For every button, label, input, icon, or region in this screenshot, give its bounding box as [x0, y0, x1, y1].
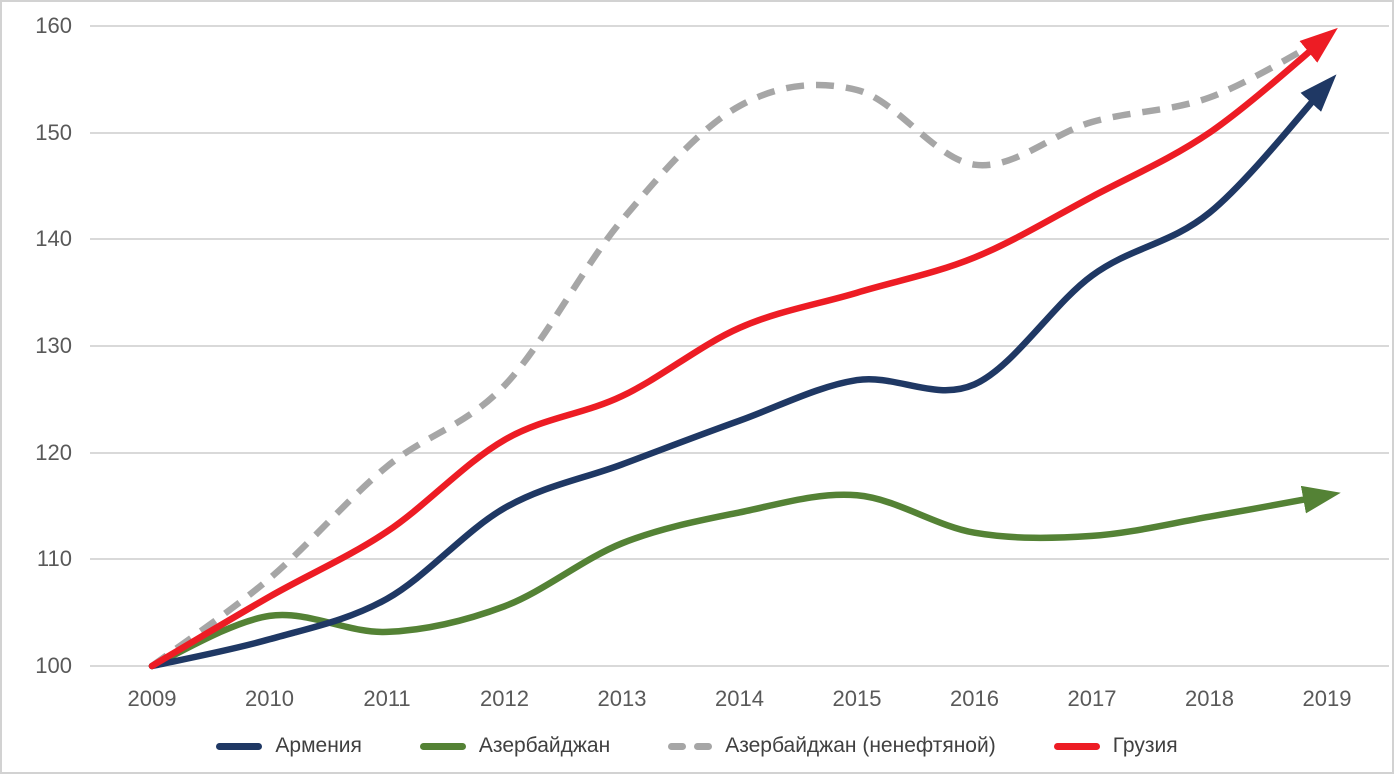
y-tick-label: 130: [35, 333, 72, 358]
legend-label-georgia: Грузия: [1112, 734, 1178, 757]
x-tick-label: 2010: [245, 686, 294, 711]
legend-item-georgia: Грузия: [1053, 733, 1178, 759]
legend-item-azerbaijan: Азербайджан: [419, 733, 611, 759]
legend-dash-segment: [668, 742, 687, 750]
y-tick-label: 120: [35, 439, 72, 465]
gridline-160: [90, 25, 1389, 27]
gridline-140: [90, 238, 1389, 241]
x-tick-label: 2013: [597, 686, 647, 711]
legend-swatch-azerbaijan: [419, 742, 466, 750]
y-tick-label: 100: [35, 653, 72, 678]
x-tick-label: 2019: [1302, 686, 1352, 711]
series-line-azerbaijan-non-oil: [150, 33, 1329, 669]
series-line-georgia: [148, 27, 1338, 670]
gridline-100: [90, 665, 1389, 667]
legend-swatch-georgia: [1053, 742, 1100, 750]
gridline-120: [90, 451, 1389, 454]
x-tick-label: 2009: [127, 686, 177, 711]
legend-item-azerbaijan-non-oil: Азербайджан (ненефтяной): [668, 733, 996, 759]
y-tick-label: 150: [35, 119, 72, 145]
gridline-150: [90, 131, 1389, 134]
x-tick-label: 2012: [480, 686, 529, 711]
gridline-130: [90, 345, 1389, 347]
legend-label-azerbaijan-non-oil: Азербайджан (ненефтяной): [725, 734, 996, 757]
y-tick-label: 140: [35, 226, 72, 252]
legend-swatch-azerbaijan-non-oil: [668, 742, 713, 750]
x-tick-label: 2016: [950, 686, 999, 711]
series-line-armenia: [148, 74, 1337, 670]
series-line-azerbaijan: [148, 485, 1341, 670]
y-tick-label: 160: [35, 13, 72, 38]
legend-dash-segment: [694, 742, 713, 750]
legend-item-armenia: Армения: [216, 733, 362, 759]
x-tick-label: 2018: [1185, 686, 1234, 711]
x-tick-label: 2017: [1067, 686, 1117, 711]
legend-swatch-armenia: [216, 742, 263, 750]
legend: Армения Азербайджан Азербайджан (ненефтяно…: [2, 733, 1392, 759]
x-tick-label: 2011: [363, 686, 411, 711]
legend-label-azerbaijan: Азербайджан: [478, 734, 611, 757]
legend-label-armenia: Армения: [275, 734, 362, 757]
x-tick-label: 2015: [832, 686, 882, 711]
gridline-110: [90, 558, 1389, 561]
y-tick-label: 110: [36, 546, 72, 572]
x-tick-label: 2014: [715, 686, 764, 711]
